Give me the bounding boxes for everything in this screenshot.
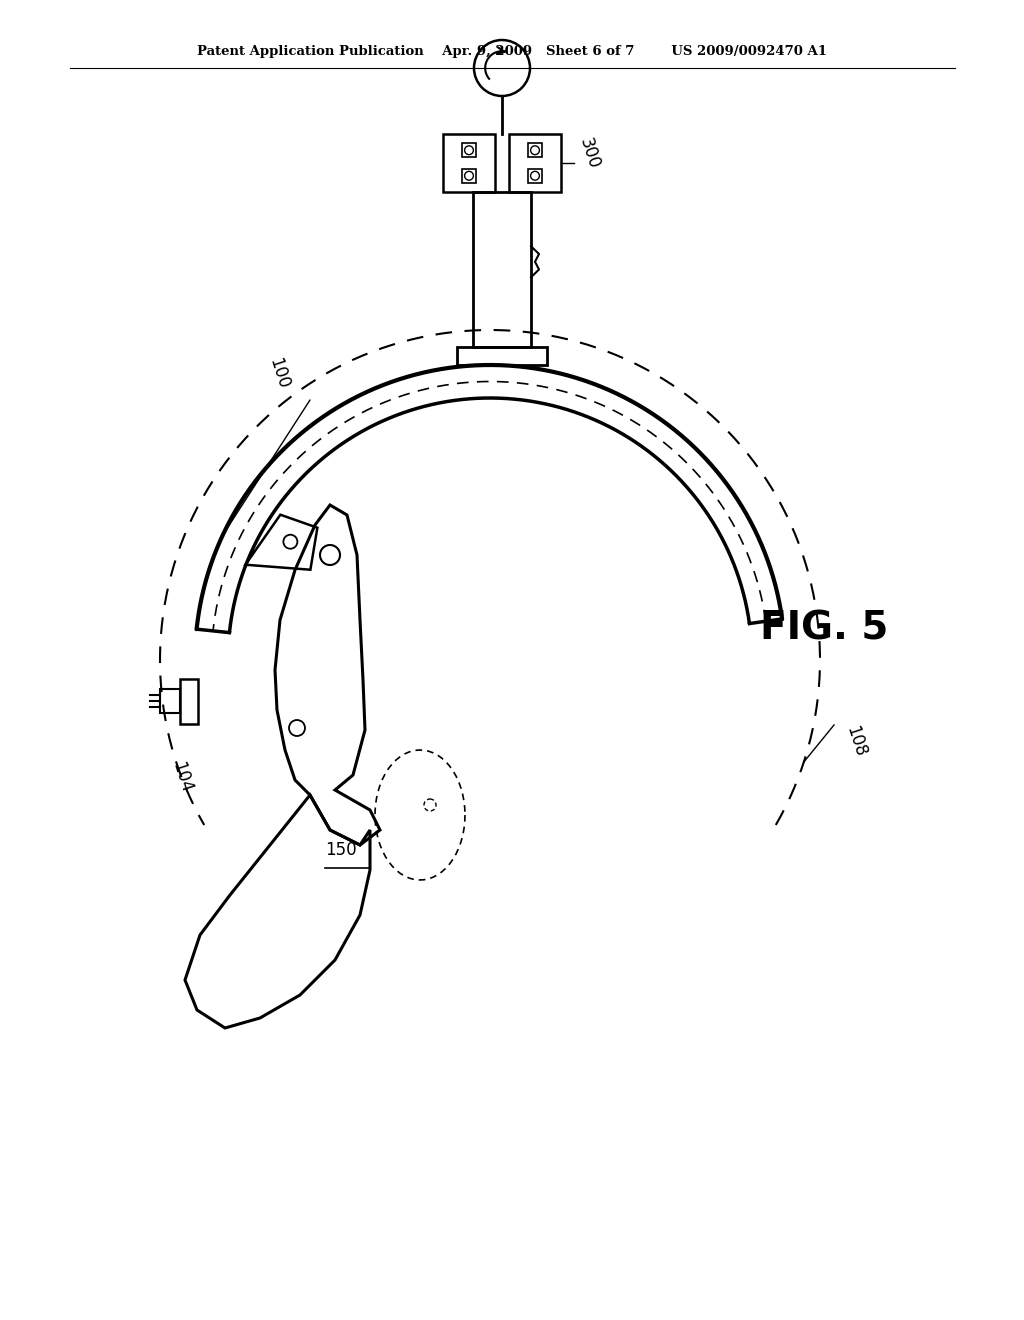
Text: 150: 150 bbox=[325, 841, 356, 859]
Bar bbox=[160, 689, 180, 713]
Bar bbox=[509, 135, 561, 191]
Bar bbox=[462, 144, 476, 157]
Bar bbox=[180, 678, 198, 723]
Text: Patent Application Publication    Apr. 9, 2009   Sheet 6 of 7        US 2009/009: Patent Application Publication Apr. 9, 2… bbox=[197, 45, 827, 58]
Text: 104: 104 bbox=[168, 759, 195, 795]
Bar bbox=[528, 169, 542, 182]
Text: FIG. 5: FIG. 5 bbox=[760, 610, 889, 648]
Bar bbox=[457, 347, 547, 366]
Bar bbox=[528, 144, 542, 157]
Text: 300: 300 bbox=[575, 136, 603, 172]
Text: 100: 100 bbox=[265, 355, 292, 391]
Bar bbox=[473, 191, 531, 347]
Text: 108: 108 bbox=[842, 723, 869, 759]
Bar bbox=[462, 169, 476, 182]
Bar bbox=[443, 135, 495, 191]
